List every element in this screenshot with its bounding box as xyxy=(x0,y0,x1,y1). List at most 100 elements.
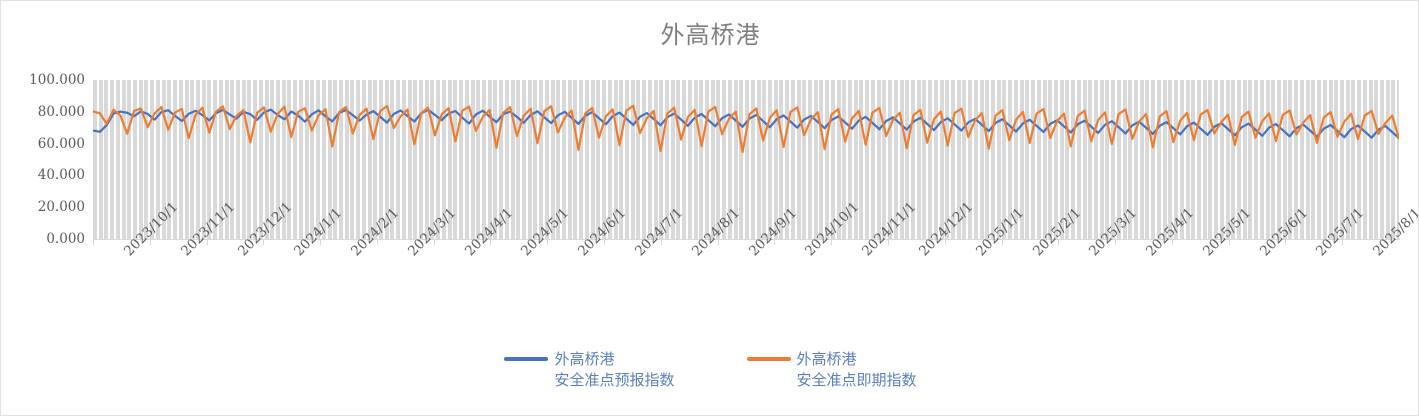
gridline-band xyxy=(1076,80,1081,239)
legend-item-spot[interactable]: 外高桥港 安全准点即期指数 xyxy=(746,349,917,391)
gridline-band xyxy=(127,80,132,239)
x-axis-tick xyxy=(433,239,435,245)
gridline-band xyxy=(527,80,532,239)
gridline-band xyxy=(882,80,887,239)
gridline-band xyxy=(991,80,996,239)
x-axis-tick xyxy=(1228,239,1230,245)
gridline-band xyxy=(956,80,961,239)
gridline-band xyxy=(802,80,807,239)
gridline-band xyxy=(424,80,429,239)
series-lines xyxy=(93,80,1399,239)
gridline-band xyxy=(1059,80,1064,239)
gridline-band xyxy=(916,80,921,239)
gridline-band xyxy=(922,80,927,239)
x-axis-tick-label: 2023/10/1 xyxy=(121,199,181,259)
gridline-band xyxy=(767,80,772,239)
x-axis-tick-label: 2025/5/1 xyxy=(1200,205,1254,259)
gridline-band xyxy=(945,80,950,239)
gridline-band xyxy=(287,80,292,239)
gridline-band xyxy=(1019,80,1024,239)
gridline-band xyxy=(436,80,441,239)
gridline-band xyxy=(659,80,664,239)
x-axis-tick-label: 2025/4/1 xyxy=(1143,205,1197,259)
x-axis-tick xyxy=(944,239,946,245)
x-axis-tick xyxy=(831,239,833,245)
gridline-band xyxy=(1305,80,1310,239)
gridline-band xyxy=(785,80,790,239)
gridline-band xyxy=(110,80,115,239)
series-line-forecast xyxy=(93,110,1399,139)
gridline-band xyxy=(876,80,881,239)
gridline-band xyxy=(739,80,744,239)
gridline-band xyxy=(573,80,578,239)
gridline-band xyxy=(647,80,652,239)
gridline-band xyxy=(247,80,252,239)
gridline-band xyxy=(1299,80,1304,239)
gridline-band xyxy=(596,80,601,239)
x-axis-tick-label: 2025/8/1 xyxy=(1370,205,1418,259)
gridline-band xyxy=(218,80,223,239)
gridline-band xyxy=(1168,80,1173,239)
x-axis-tick-label: 2025/3/1 xyxy=(1086,205,1140,259)
x-axis-tick-label: 2024/6/1 xyxy=(575,205,629,259)
gridline-band xyxy=(1351,80,1356,239)
gridline-band xyxy=(1385,80,1390,239)
gridline-band xyxy=(1013,80,1018,239)
gridline-band xyxy=(276,80,281,239)
gridline-band xyxy=(579,80,584,239)
gridline-band xyxy=(556,80,561,239)
gridline-band xyxy=(470,80,475,239)
x-axis-tick-label: 2025/6/1 xyxy=(1257,205,1311,259)
x-axis-tick xyxy=(1058,239,1060,245)
gridline-band xyxy=(1345,80,1350,239)
gridline-band xyxy=(996,80,1001,239)
gridline-band xyxy=(1151,80,1156,239)
gridline-band xyxy=(310,80,315,239)
gridline-band xyxy=(939,80,944,239)
gridline-band xyxy=(819,80,824,239)
gridline-band xyxy=(1225,80,1230,239)
gridline-band xyxy=(842,80,847,239)
gridline-band xyxy=(567,80,572,239)
gridline-band xyxy=(870,80,875,239)
gridline-band xyxy=(93,80,97,239)
gridline-band xyxy=(1259,80,1264,239)
gridline-band xyxy=(705,80,710,239)
gridline-band xyxy=(361,80,366,239)
x-axis-tick-label: 2024/1/1 xyxy=(291,205,345,259)
gridline-band xyxy=(687,80,692,239)
gridline-band xyxy=(1202,80,1207,239)
gridline-band xyxy=(115,80,120,239)
gridline-band xyxy=(413,80,418,239)
gridline-band xyxy=(1185,80,1190,239)
gridline-band xyxy=(390,80,395,239)
gridline-band xyxy=(533,80,538,239)
legend-item-forecast[interactable]: 外高桥港 安全准点预报指数 xyxy=(504,349,675,391)
gridline-band xyxy=(1219,80,1224,239)
x-axis-tick-label: 2024/11/1 xyxy=(859,199,919,259)
gridline-band xyxy=(893,80,898,239)
plot-area xyxy=(93,80,1399,239)
chart-title: 外高桥港 xyxy=(660,21,761,49)
gridline-band xyxy=(195,80,200,239)
gridline-band xyxy=(905,80,910,239)
x-axis-tick xyxy=(1001,239,1003,245)
gridline-band xyxy=(138,80,143,239)
x-axis-line xyxy=(93,239,1400,240)
gridline-band xyxy=(453,80,458,239)
x-axis-tick xyxy=(490,239,492,245)
y-axis-tick-label: 100.000 xyxy=(29,72,85,88)
gridline-band xyxy=(316,80,321,239)
gridline-band xyxy=(1242,80,1247,239)
x-axis-tick xyxy=(774,239,776,245)
gridline-band xyxy=(379,80,383,239)
gridline-band xyxy=(155,80,160,239)
gridline-band xyxy=(1036,80,1041,239)
gridline-band xyxy=(630,80,635,239)
gridline-band xyxy=(178,80,183,239)
gridline-band xyxy=(1031,80,1036,239)
gridline-band xyxy=(258,80,263,239)
gridline-band xyxy=(602,80,607,239)
gridline-band xyxy=(1134,80,1139,239)
gridline-band xyxy=(1042,80,1047,239)
